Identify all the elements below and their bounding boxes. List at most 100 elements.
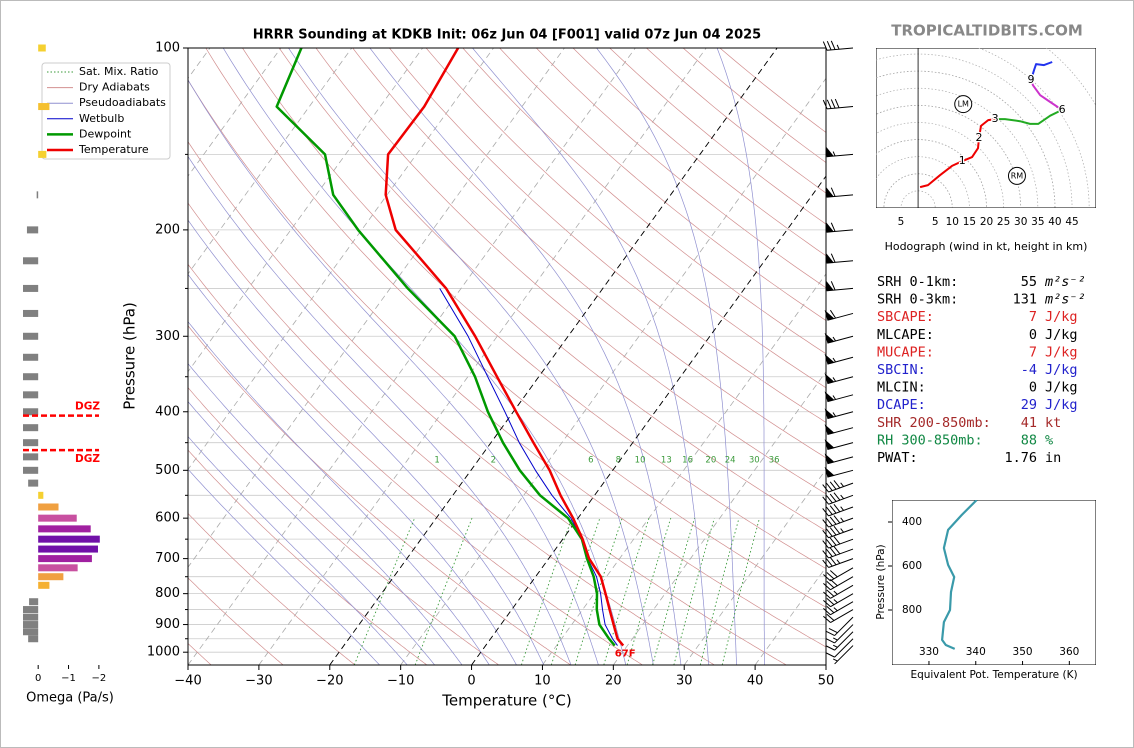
isotherm: [188, 48, 353, 275]
stat-label: SHR 200-850mb:: [877, 415, 991, 431]
mixing-ratio-label: 16: [682, 456, 693, 466]
stat-value: 131: [1013, 292, 1037, 308]
stat-unit: J/kg: [1045, 344, 1078, 360]
theta-e-x-tick-label: 340: [966, 646, 986, 658]
height-label: 9: [1027, 73, 1034, 86]
stat-unit: J/kg: [1045, 327, 1078, 343]
surface-temp-label: 67F: [615, 649, 636, 660]
stat-label: SBCIN:: [877, 362, 926, 378]
dry-adiabat: [425, 48, 826, 389]
moist-adiabat: [369, 48, 682, 665]
moist-adiabat: [188, 79, 599, 665]
dry-adiabat: [205, 48, 826, 608]
isotherm: [188, 48, 494, 471]
legend-label: Dewpoint: [79, 127, 132, 140]
profile-line: [275, 48, 616, 647]
dry-adiabat: [188, 325, 571, 665]
omega-bar: [23, 391, 39, 399]
x-tick-label: −20: [316, 674, 343, 689]
legend-label: Sat. Mix. Ratio: [79, 65, 159, 78]
dry-adiabat: [242, 48, 826, 569]
mixing-ratio-line: [699, 518, 740, 665]
dry-adiabat: [188, 79, 826, 648]
wind-barb: [824, 408, 854, 420]
wind-barb: [823, 576, 854, 591]
wind-barb: [832, 645, 854, 665]
x-axis-label: Temperature (°C): [441, 692, 571, 710]
moist-adiabat: [222, 48, 627, 665]
wind-barb: [823, 584, 854, 599]
moist-adiabat: [188, 273, 517, 665]
wind-barb: [822, 492, 854, 505]
y-tick-label: 500: [155, 463, 180, 478]
mixing-ratio-label: 1: [434, 456, 439, 466]
dry-adiabat: [278, 48, 826, 532]
legend-label: Pseudoadiabats: [79, 96, 166, 109]
moist-adiabat: [188, 436, 408, 665]
wind-barb: [822, 515, 854, 528]
stat-unit: J/kg: [1045, 362, 1078, 378]
wind-barb: [825, 186, 854, 198]
stat-unit: in: [1045, 450, 1061, 466]
wind-barb: [823, 609, 854, 623]
omega-bar: [36, 191, 39, 199]
omega-bar: [23, 284, 39, 292]
hodograph-trace: [1030, 61, 1053, 81]
omega-bar: [23, 439, 39, 447]
y-tick-label: 900: [155, 617, 180, 632]
omega-bar: [38, 44, 46, 52]
stat-unit: J/kg: [1045, 309, 1078, 325]
omega-bar: [38, 103, 50, 111]
wind-barb: [824, 332, 854, 344]
dry-adiabat: [188, 512, 356, 665]
wind-barb: [825, 252, 854, 264]
wind-barb: [825, 624, 854, 644]
wind-barb: [825, 616, 854, 636]
wind-barb: [824, 373, 854, 385]
moist-adiabat: [596, 48, 737, 665]
wind-barb: [825, 146, 854, 158]
dgz-label: DGZ: [75, 453, 100, 465]
wind-barb: [824, 424, 854, 436]
omega-bar: [23, 628, 39, 636]
profile-line: [384, 48, 625, 647]
mixing-ratio-line: [721, 518, 760, 665]
omega-bar: [38, 545, 98, 553]
hodograph-tick-label: 45: [1065, 216, 1078, 228]
hodograph-trace: [919, 118, 996, 189]
mixing-ratio-label: 13: [661, 456, 672, 466]
x-tick-label: 30: [676, 674, 693, 689]
theta-e-x-tick-label: 350: [1013, 646, 1033, 658]
mixing-ratio-label: 6: [588, 456, 593, 466]
storm-motion-marker: [954, 95, 973, 114]
omega-bar: [23, 621, 39, 629]
omega-bar: [38, 491, 44, 499]
theta-e-y-tick-label: 400: [902, 516, 922, 528]
mixing-ratio-line: [550, 518, 601, 665]
hodograph-tick-label: 25: [997, 216, 1010, 228]
y-tick-label: 700: [155, 551, 180, 566]
storm-motion-label: RM: [1011, 171, 1024, 180]
omega-bar: [38, 573, 64, 581]
hodograph-frame: [876, 48, 1096, 208]
moist-adiabat: [188, 155, 572, 665]
mixing-ratio-line: [520, 518, 573, 665]
omega-bar: [23, 309, 39, 317]
omega-bar: [26, 226, 39, 234]
theta-e-line: [940, 500, 978, 650]
wind-barb: [825, 631, 854, 651]
stat-label: MLCIN:: [877, 380, 926, 396]
wind-barb: [824, 453, 854, 465]
theta-e-y-tick-label: 800: [902, 604, 922, 616]
legend-box: [41, 62, 171, 160]
stat-unit: m²s⁻²: [1044, 292, 1086, 308]
wind-barb: [823, 593, 854, 608]
wind-barb: [824, 439, 854, 451]
omega-bar: [28, 635, 39, 643]
wind-barb: [822, 504, 854, 517]
legend-label: Wetbulb: [79, 112, 124, 125]
hodograph-tick-label: 5: [898, 216, 905, 228]
dry-adiabat: [188, 577, 284, 665]
omega-x-tick-label: −1: [61, 673, 76, 684]
highlight-isotherm: [471, 175, 826, 665]
